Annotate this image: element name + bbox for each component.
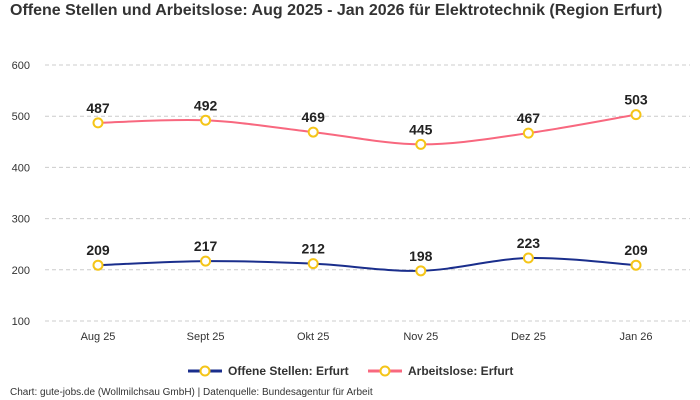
y-tick-label: 300 bbox=[12, 214, 30, 226]
data-label: 467 bbox=[517, 110, 541, 126]
chart-footer: Chart: gute-jobs.de (Wollmilchsau GmbH) … bbox=[10, 387, 373, 398]
data-label: 209 bbox=[624, 242, 648, 258]
data-label: 503 bbox=[624, 92, 648, 108]
data-label: 445 bbox=[409, 121, 433, 137]
data-point bbox=[200, 114, 212, 126]
legend-label: Arbeitslose: Erfurt bbox=[408, 364, 513, 378]
x-tick-label: Okt 25 bbox=[297, 331, 329, 343]
data-point bbox=[92, 117, 104, 129]
x-tick-label: Dez 25 bbox=[511, 331, 546, 343]
y-tick-label: 500 bbox=[12, 111, 30, 123]
data-point bbox=[415, 265, 427, 277]
x-tick-label: Jan 26 bbox=[619, 331, 652, 343]
y-tick-label: 100 bbox=[12, 316, 30, 328]
data-label: 223 bbox=[517, 235, 541, 251]
data-point bbox=[522, 127, 534, 139]
data-point bbox=[307, 258, 319, 270]
x-tick-label: Nov 25 bbox=[403, 331, 438, 343]
data-point bbox=[522, 252, 534, 264]
data-point bbox=[200, 255, 212, 267]
y-tick-label: 600 bbox=[12, 60, 30, 72]
data-label: 212 bbox=[302, 241, 326, 257]
data-label: 487 bbox=[86, 100, 110, 116]
data-label: 209 bbox=[86, 242, 110, 258]
y-tick-label: 200 bbox=[12, 265, 30, 277]
series-line bbox=[97, 256, 637, 272]
data-point bbox=[92, 259, 104, 271]
data-label: 198 bbox=[409, 248, 433, 264]
legend-marker bbox=[199, 365, 211, 377]
data-point bbox=[630, 109, 642, 121]
data-label: 217 bbox=[194, 238, 218, 254]
y-tick-label: 400 bbox=[12, 162, 30, 174]
x-tick-label: Sept 25 bbox=[187, 331, 225, 343]
data-label: 492 bbox=[194, 97, 218, 113]
series-line bbox=[97, 113, 637, 146]
legend-label: Offene Stellen: Erfurt bbox=[228, 364, 349, 378]
data-point bbox=[630, 259, 642, 271]
data-label: 469 bbox=[302, 109, 326, 125]
data-point bbox=[415, 138, 427, 150]
legend-marker bbox=[379, 365, 391, 377]
data-point bbox=[307, 126, 319, 138]
x-tick-label: Aug 25 bbox=[81, 331, 116, 343]
chart-title: Offene Stellen und Arbeitslose: Aug 2025… bbox=[10, 2, 663, 19]
